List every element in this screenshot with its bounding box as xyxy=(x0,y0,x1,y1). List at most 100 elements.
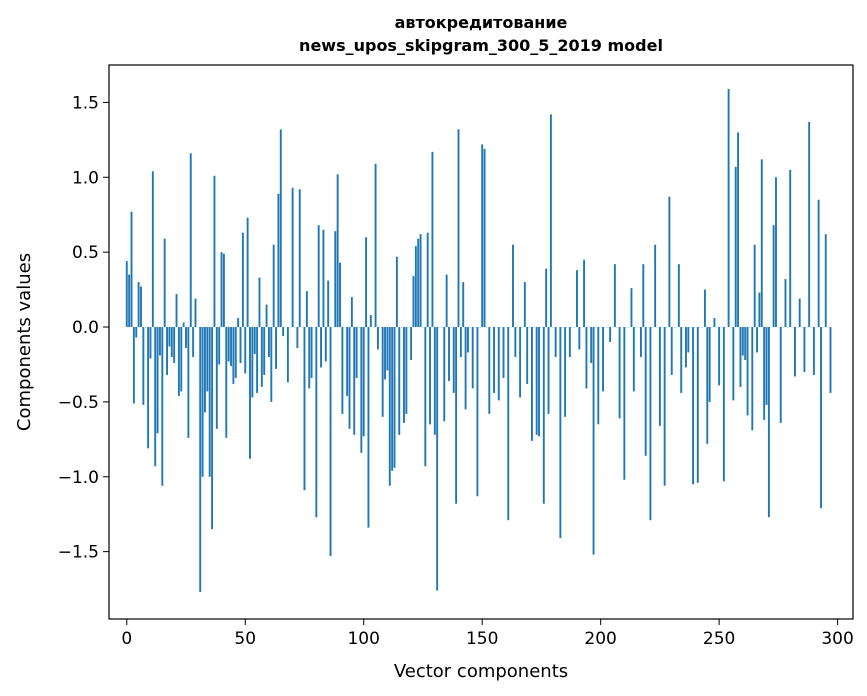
bar xyxy=(267,327,270,357)
bar xyxy=(180,327,183,392)
bar xyxy=(339,262,341,328)
bar xyxy=(317,225,320,328)
bar xyxy=(310,327,313,378)
bar xyxy=(734,166,737,328)
bar xyxy=(632,327,635,392)
bar xyxy=(483,148,486,328)
bar xyxy=(727,88,730,328)
bar xyxy=(457,129,460,328)
chart-title: автокредитование xyxy=(395,13,568,32)
bar xyxy=(443,327,446,422)
bar xyxy=(497,327,500,401)
x-axis-label: Vector components xyxy=(394,661,568,682)
bar xyxy=(829,327,832,393)
bar xyxy=(166,327,168,375)
bar xyxy=(412,276,415,328)
bar xyxy=(327,280,330,328)
bar xyxy=(341,327,344,414)
bar xyxy=(149,327,152,359)
bar xyxy=(374,163,377,328)
bar xyxy=(182,322,185,328)
bar xyxy=(481,144,484,328)
bar xyxy=(559,327,562,539)
bar xyxy=(296,327,299,348)
bar xyxy=(765,327,768,405)
bar xyxy=(170,327,173,357)
bar xyxy=(305,291,308,328)
bar xyxy=(275,327,277,369)
bar xyxy=(132,327,135,404)
bar xyxy=(467,327,469,353)
bar xyxy=(812,327,815,375)
bar xyxy=(471,327,474,389)
bar xyxy=(680,327,683,393)
bar xyxy=(424,327,427,467)
bar xyxy=(260,327,263,387)
bar xyxy=(386,327,389,371)
bar xyxy=(388,327,391,486)
bar xyxy=(239,327,242,363)
bar xyxy=(692,327,695,485)
bar xyxy=(315,327,318,518)
x-tick-label: 150 xyxy=(466,629,498,649)
bar xyxy=(732,327,735,401)
bar xyxy=(158,327,161,356)
bar xyxy=(215,327,218,429)
bar xyxy=(767,327,770,518)
bar xyxy=(365,237,368,328)
bar xyxy=(324,327,327,362)
bar xyxy=(459,327,462,357)
bar xyxy=(820,327,822,509)
bar xyxy=(234,327,237,378)
bar xyxy=(760,159,763,328)
bar xyxy=(395,256,398,328)
bar xyxy=(213,175,216,328)
bar xyxy=(687,327,690,353)
chart-subtitle: news_upos_skipgram_300_5_2019 model xyxy=(299,36,663,55)
bar xyxy=(737,132,740,328)
bar xyxy=(232,327,235,384)
bar xyxy=(251,327,254,398)
bar xyxy=(147,327,150,449)
bar xyxy=(756,327,758,353)
bar xyxy=(263,327,266,375)
bar xyxy=(187,327,190,438)
bar xyxy=(417,238,420,328)
bar xyxy=(177,327,180,396)
bar xyxy=(291,187,294,328)
bar xyxy=(353,327,356,435)
bar xyxy=(206,327,209,392)
bar xyxy=(452,327,455,393)
bar xyxy=(244,327,247,374)
bar xyxy=(360,327,363,453)
bar xyxy=(523,282,526,328)
bar xyxy=(808,121,811,328)
bar xyxy=(779,327,782,423)
bar xyxy=(507,327,510,521)
y-tick-label: −1.0 xyxy=(58,468,99,488)
bar xyxy=(784,279,787,328)
bar xyxy=(526,327,529,384)
bars xyxy=(125,88,832,593)
bar xyxy=(405,327,408,414)
bar xyxy=(220,252,223,328)
bar xyxy=(519,327,522,398)
y-axis-label: Components values xyxy=(14,253,35,431)
bar xyxy=(204,327,206,413)
bar xyxy=(277,193,280,328)
bar xyxy=(246,217,249,328)
bar xyxy=(436,327,439,591)
bar xyxy=(227,327,230,362)
bar xyxy=(502,327,505,378)
bar xyxy=(744,327,747,360)
y-ticks: −1.5 −1.0 −0.5 0.0 0.5 1.0 1.5 xyxy=(58,93,109,563)
bar xyxy=(128,274,131,328)
bar xyxy=(298,189,301,328)
bar xyxy=(369,315,372,328)
x-tick-label: 250 xyxy=(703,629,735,649)
bar xyxy=(592,327,595,555)
bar xyxy=(410,327,413,360)
bar xyxy=(803,327,806,372)
bar xyxy=(256,327,259,393)
bar xyxy=(426,232,429,328)
